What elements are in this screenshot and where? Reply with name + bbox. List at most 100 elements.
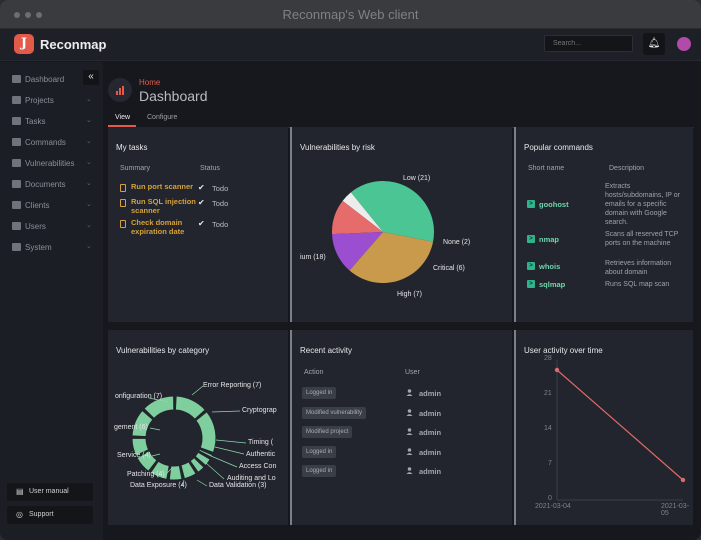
donut-segment-data-exposure[interactable] — [149, 460, 170, 480]
column-divider — [514, 330, 516, 525]
donut-segment-error-reporting[interactable] — [174, 395, 206, 420]
pie-label-high: High (7) — [397, 291, 422, 298]
chevron-down-icon[interactable]: ⌄ — [86, 117, 92, 124]
donut-leader-line — [181, 479, 185, 487]
sidebar-item-label: Projects — [25, 96, 54, 105]
notifications-bell-icon[interactable]: 🔔︎ — [643, 33, 665, 55]
task-status: Todo — [212, 184, 229, 193]
activity-point[interactable] — [554, 367, 560, 373]
window-maximize-button[interactable] — [36, 12, 42, 18]
window-minimize-button[interactable] — [25, 12, 31, 18]
task-icon — [120, 184, 126, 192]
activity-user: admin — [419, 428, 442, 437]
pie-slice-medium[interactable] — [349, 232, 434, 283]
donut-segment-access-control[interactable] — [189, 456, 205, 474]
sidebar-item-commands[interactable]: Commands ⌄ — [0, 134, 103, 152]
donut-segment-auditing-and-logging[interactable] — [180, 461, 197, 480]
donut-leader-line — [210, 455, 238, 468]
donut-label-authentication: Authentic — [246, 451, 276, 458]
user-avatar[interactable] — [677, 37, 691, 51]
activity-user: admin — [419, 467, 442, 476]
sidebar-item-label: System — [25, 243, 52, 252]
command-name-link[interactable]: sqlmap — [539, 280, 566, 289]
chevron-down-icon[interactable]: ⌄ — [86, 180, 92, 187]
donut-label-configuration: onfiguration (7) — [115, 393, 163, 400]
support-button[interactable]: ◎ Support — [7, 506, 93, 524]
chevron-down-icon[interactable]: ⌄ — [86, 243, 92, 250]
donut-leader-line — [215, 439, 247, 444]
terminal-icon: > — [527, 262, 535, 270]
activity-action-badge: Logged in — [302, 465, 337, 477]
collapse-sidebar-button[interactable]: « — [83, 70, 99, 85]
sidebar-item-documents[interactable]: Documents ⌄ — [0, 176, 103, 194]
sidebar-item-tasks[interactable]: Tasks ⌄ — [0, 113, 103, 131]
donut-segment-service[interactable] — [131, 437, 150, 457]
donut-label-data-exposure: Data Exposure (4) — [130, 482, 187, 489]
chevron-down-icon[interactable]: ⌄ — [86, 138, 92, 145]
donut-segment-authentication[interactable] — [194, 451, 211, 467]
user-icon — [406, 408, 413, 416]
activity-action-badge: Modified vulnerability — [302, 406, 367, 419]
sidebar-item-vulnerabilities[interactable]: Vulnerabilities ⌄ — [0, 155, 103, 173]
active-tab-indicator — [108, 125, 136, 127]
breadcrumb-home-link[interactable]: Home — [139, 78, 161, 87]
donut-segment-management[interactable] — [131, 409, 154, 438]
pie-slice-none[interactable] — [342, 192, 383, 232]
search-input[interactable] — [544, 35, 633, 52]
brand-name[interactable]: Reconmap — [40, 37, 107, 52]
activity-action-badge: Logged in — [302, 445, 337, 458]
donut-segment-data-validation[interactable] — [168, 464, 183, 481]
sidebar-item-dashboard[interactable]: Dashboard — [0, 71, 103, 89]
donut-leader-line — [214, 446, 245, 455]
sidebar-item-users[interactable]: Users ⌄ — [0, 218, 103, 236]
chevron-down-icon[interactable]: ⌄ — [86, 201, 92, 208]
recent-activity-card: Recent activity Action User Logged in adm… — [292, 330, 512, 525]
donut-segment-patching[interactable] — [136, 450, 158, 473]
command-name-link[interactable]: goohost — [539, 200, 569, 209]
status-column-header: Status — [200, 165, 220, 172]
sidebar-item-system[interactable]: System ⌄ — [0, 239, 103, 257]
window-title: Reconmap's Web client — [282, 7, 419, 22]
task-summary-link[interactable]: Run SQL injection scanner — [131, 197, 196, 215]
risk-pie-chart — [332, 180, 434, 283]
user-activity-line-chart — [554, 360, 686, 501]
tab-configure[interactable]: Configure — [147, 114, 178, 121]
y-tick-label: 14 — [544, 425, 552, 432]
sidebar-item-projects[interactable]: Projects ⌄ — [0, 92, 103, 110]
chevron-down-icon[interactable]: ⌄ — [86, 96, 92, 103]
y-tick-label: 0 — [548, 495, 552, 502]
activity-point[interactable] — [680, 477, 686, 483]
popular-commands-card: Popular commands Short name Description … — [516, 127, 693, 322]
task-summary-link[interactable]: Check domain expiration date — [131, 218, 185, 236]
donut-label-data-validation: Data Validation (3) — [209, 482, 267, 489]
activity-action-badge: Modified project — [302, 426, 353, 438]
donut-leader-line — [151, 453, 161, 457]
donut-leader-line — [148, 397, 169, 403]
action-column-header: Action — [304, 369, 324, 376]
pie-slice-high[interactable] — [332, 232, 383, 271]
window-close-button[interactable] — [14, 12, 20, 18]
donut-segment-cryptography[interactable] — [195, 411, 217, 454]
vulnerabilities-by-category-card: Vulnerabilities by category onfiguration… — [108, 330, 288, 525]
chevron-down-icon[interactable]: ⌄ — [86, 159, 92, 166]
user-manual-label: User manual — [29, 488, 69, 495]
dashboard-icon — [12, 75, 21, 83]
reconmap-logo-icon[interactable]: J — [14, 34, 34, 54]
chevron-down-icon[interactable]: ⌄ — [86, 222, 92, 229]
pie-slice-critical[interactable] — [332, 200, 383, 235]
category-donut-chart — [131, 385, 247, 487]
donut-segment-timing[interactable] — [198, 448, 214, 458]
user-column-header: User — [405, 369, 420, 376]
donut-label-cryptography: Cryptograp — [242, 407, 277, 414]
user-manual-button[interactable]: ▤ User manual — [7, 483, 93, 501]
vulnerabilities-by-risk-card: Vulnerabilities by risk Low (21) None (2… — [292, 127, 512, 322]
donut-leader-line — [211, 410, 241, 413]
command-name-link[interactable]: nmap — [539, 235, 560, 244]
task-summary-link[interactable]: Run port scanner — [131, 182, 194, 191]
pie-label-critical: Critical (6) — [433, 265, 465, 272]
sidebar-item-clients[interactable]: Clients ⌄ — [0, 197, 103, 215]
dashboard-chart-icon — [108, 78, 132, 102]
command-name-link[interactable]: whois — [539, 262, 561, 271]
pie-slice-low[interactable] — [350, 180, 434, 242]
tab-view[interactable]: View — [115, 114, 131, 121]
